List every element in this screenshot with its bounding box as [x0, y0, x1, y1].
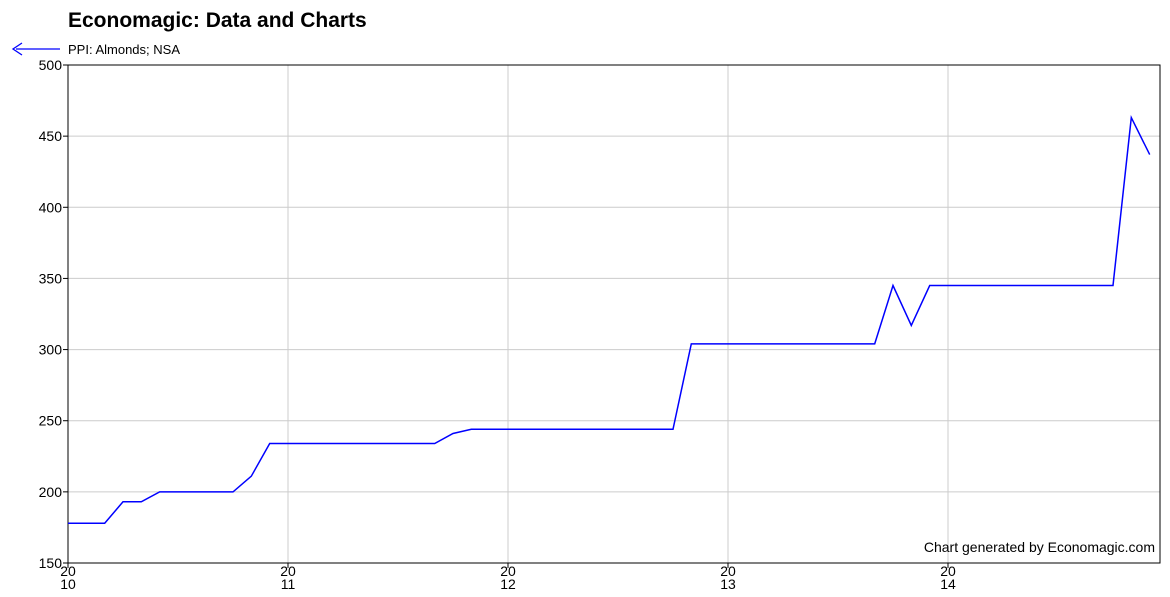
legend: PPI: Almonds; NSA	[11, 42, 180, 57]
y-tick-label: 150	[39, 555, 63, 571]
y-tick-label: 450	[39, 128, 63, 144]
series-layer	[68, 114, 1151, 524]
x-tick-label: 20	[280, 563, 296, 579]
plot-area	[67, 64, 1161, 564]
x-tick-label: 20	[500, 563, 516, 579]
y-axis: 150 200 250 300 350 400 450 500	[39, 57, 68, 571]
y-tick-label: 350	[39, 270, 63, 286]
chart-credit: Chart generated by Economagic.com	[924, 539, 1155, 555]
y-tick-label: 300	[39, 342, 63, 358]
x-tick-label: 20	[720, 563, 736, 579]
chart-title: Economagic: Data and Charts	[68, 9, 367, 32]
x-tick-label: 11	[281, 576, 296, 592]
x-tick-label: 20	[60, 563, 76, 579]
x-tick-label: 14	[940, 576, 956, 592]
x-tick-label: 10	[60, 576, 76, 592]
grid	[68, 65, 1160, 563]
legend-arrow-icon	[11, 42, 23, 56]
y-tick-label: 200	[39, 484, 63, 500]
y-tick-label: 250	[39, 413, 63, 429]
y-tick-label: 500	[39, 57, 63, 73]
x-tick-label: 13	[720, 576, 736, 592]
x-tick-label: 20	[940, 563, 956, 579]
legend-label: PPI: Almonds; NSA	[68, 42, 180, 57]
x-tick-label: 12	[500, 576, 516, 592]
series-line	[68, 114, 1151, 524]
y-tick-label: 400	[39, 199, 63, 215]
